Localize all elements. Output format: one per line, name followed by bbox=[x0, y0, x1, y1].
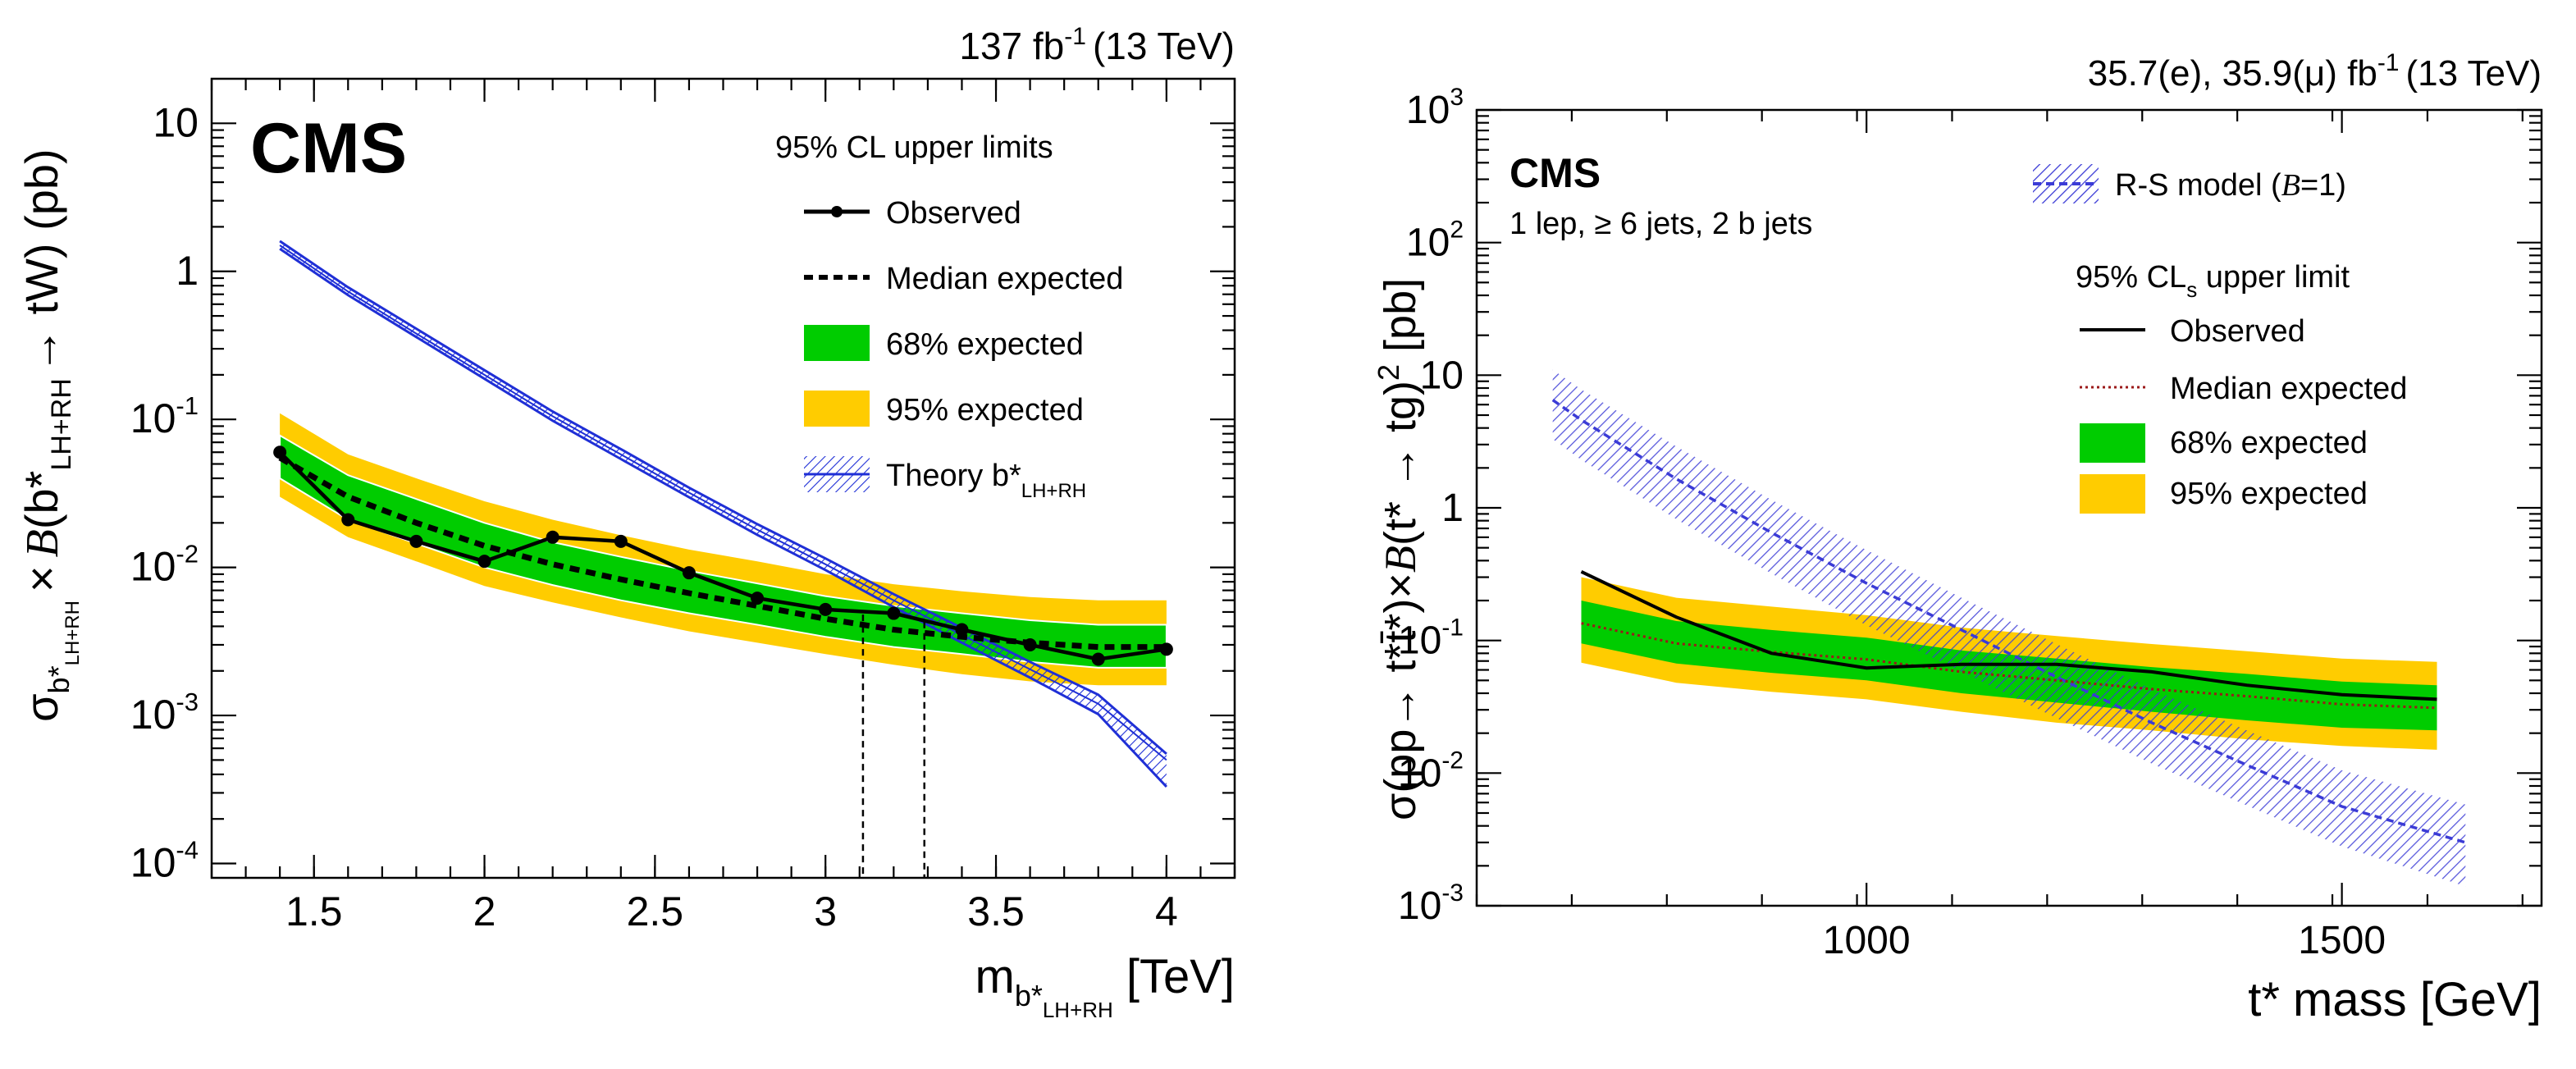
right-median-line bbox=[1581, 622, 2437, 710]
right-legend-68-label: 68% expected bbox=[2170, 426, 2368, 460]
y-tick-label: 102 bbox=[1406, 217, 1464, 265]
right-x-axis-title: t* mass [GeV] bbox=[2248, 973, 2542, 1026]
left-legend-observed-marker bbox=[831, 206, 843, 217]
right-legend-95-label: 95% expected bbox=[2170, 477, 2368, 511]
x-tick-label: 1.5 bbox=[285, 889, 343, 934]
x-tick-label: 2 bbox=[473, 889, 496, 934]
observed-point bbox=[1023, 637, 1037, 651]
y-tick-label: 10 bbox=[1420, 354, 1464, 397]
observed-point bbox=[955, 623, 969, 637]
y-tick-label: 1 bbox=[1441, 487, 1464, 530]
x-tick-label: 1000 bbox=[1823, 919, 1911, 962]
left-legend-95-label: 95% expected bbox=[886, 393, 1084, 427]
left-theory-band bbox=[280, 240, 1167, 787]
left-legend-68-label: 68% expected bbox=[886, 327, 1084, 362]
left-exclusion-lines bbox=[861, 614, 925, 878]
observed-point bbox=[477, 555, 491, 569]
right-legend-observed-label: Observed bbox=[2170, 314, 2305, 349]
right-plot-area bbox=[1551, 369, 2466, 887]
right-x-tick-labels: 1000 1500 bbox=[1823, 919, 2386, 962]
right-cms-label: CMS bbox=[1510, 150, 1601, 196]
right-selection-label: 1 lep, ≥ 6 jets, 2 b jets bbox=[1510, 207, 1812, 241]
x-tick-label: 2.5 bbox=[627, 889, 684, 934]
right-legend-95-swatch bbox=[2080, 474, 2145, 514]
left-legend-95-swatch bbox=[804, 391, 870, 427]
left-legend-68-swatch bbox=[804, 325, 870, 361]
left-observed-points bbox=[273, 445, 1173, 666]
y-tick-label: 10-3 bbox=[130, 688, 199, 738]
right-ticks bbox=[1475, 108, 2542, 907]
left-theory-line-lo bbox=[279, 248, 1167, 788]
right-observed-line bbox=[1580, 569, 2437, 701]
right-y-axis-title: σ(pp→ t*t̄*)×B(t* → tg)2 [pb] bbox=[1372, 278, 1425, 820]
left-observed-line bbox=[278, 450, 1167, 661]
right-legend-median-label: Median expected bbox=[2170, 372, 2407, 406]
left-theory-line-hi bbox=[279, 240, 1167, 756]
observed-point bbox=[751, 592, 765, 605]
y-tick-label: 1 bbox=[176, 248, 199, 294]
left-legend: 95% CL upper limits Observed Median expe… bbox=[775, 130, 1123, 502]
y-tick-label: 10-1 bbox=[130, 391, 199, 441]
left-legend-theory-label: Theory b*LH+RH bbox=[886, 459, 1086, 502]
observed-point bbox=[1159, 642, 1173, 656]
y-tick-label: 10 bbox=[153, 99, 199, 145]
y-tick-label: 10-1 bbox=[1398, 614, 1464, 663]
left-median-line bbox=[278, 455, 1167, 651]
right-chart: 35.7(e), 35.9(μ) fb-1 (13 TeV) 1000 1500 1… bbox=[1372, 49, 2543, 1026]
right-legend-68-swatch bbox=[2080, 423, 2145, 463]
y-tick-label: 10-3 bbox=[1398, 879, 1464, 928]
left-chart: 137 fb-1 (13 TeV) 1.5 2 2.5 3 3.5 4 10-410-310… bbox=[16, 23, 1236, 1022]
left-x-tick-labels: 1.5 2 2.5 3 3.5 4 bbox=[285, 889, 1178, 934]
left-y-axis-title: σb*LH+RH×B(b*LH+RH→ tW) (pb) bbox=[16, 148, 84, 722]
x-tick-label: 4 bbox=[1155, 889, 1178, 934]
y-tick-label: 10-2 bbox=[1398, 747, 1464, 795]
left-legend-observed-label: Observed bbox=[886, 196, 1021, 231]
x-tick-label: 1500 bbox=[2298, 919, 2386, 962]
observed-point bbox=[887, 606, 901, 620]
left-x-axis-title: mb*LH+RH[TeV] bbox=[975, 950, 1235, 1022]
observed-point bbox=[682, 566, 696, 580]
left-plot-area bbox=[273, 240, 1173, 878]
observed-point bbox=[819, 602, 833, 616]
right-legend: R-S model (B=1) 95% CLs upper limit Obse… bbox=[2033, 164, 2407, 514]
left-lumi-label: 137 fb-1 (13 TeV) bbox=[959, 23, 1235, 67]
right-legend-rs-label: R-S model (B=1) bbox=[2115, 168, 2346, 203]
right-lumi-label: 35.7(e), 35.9(μ) fb-1 (13 TeV) bbox=[2088, 49, 2542, 94]
y-tick-label: 103 bbox=[1406, 84, 1464, 132]
right-rs-model-band bbox=[1552, 369, 2466, 887]
observed-point bbox=[614, 534, 628, 548]
observed-point bbox=[546, 530, 560, 544]
left-theory-line-central bbox=[279, 244, 1167, 761]
y-tick-label: 10-4 bbox=[130, 836, 199, 886]
left-legend-title: 95% CL upper limits bbox=[775, 130, 1053, 165]
observed-point bbox=[341, 513, 355, 527]
observed-point bbox=[1091, 652, 1105, 666]
observed-point bbox=[409, 534, 423, 548]
left-y-tick-labels: 10-4 10-3 10-2 10-1 1 10 bbox=[130, 99, 199, 885]
left-cms-label: CMS bbox=[250, 109, 407, 188]
right-legend-title: 95% CLs upper limit bbox=[2076, 260, 2350, 302]
x-tick-label: 3.5 bbox=[967, 889, 1025, 934]
y-tick-label: 10-2 bbox=[130, 540, 199, 590]
right-y-tick-labels: 10-3 10-2 10-1 1 10 102 103 bbox=[1398, 84, 1464, 928]
left-legend-median-label: Median expected bbox=[886, 262, 1123, 296]
observed-point bbox=[273, 445, 287, 459]
right-rs-model-line bbox=[1551, 399, 2466, 844]
left-ticks bbox=[210, 79, 1236, 878]
x-tick-label: 3 bbox=[814, 889, 837, 934]
